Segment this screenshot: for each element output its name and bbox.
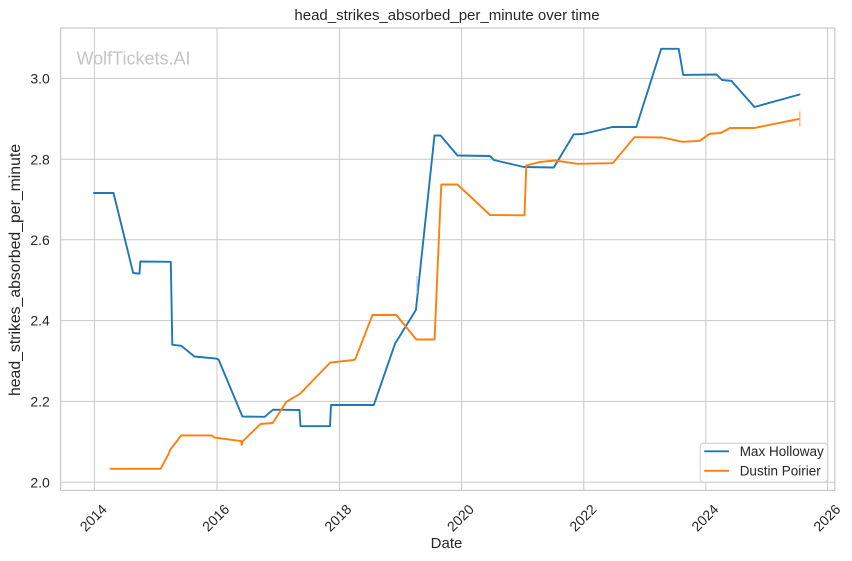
svg-text:Date: Date [431, 535, 463, 552]
svg-text:head_strikes_absorbed_per_minu: head_strikes_absorbed_per_minute over ti… [294, 7, 599, 24]
svg-text:2.8: 2.8 [30, 151, 50, 167]
svg-text:Dustin Poirier: Dustin Poirier [740, 463, 822, 478]
svg-text:Max Holloway: Max Holloway [740, 444, 824, 459]
svg-text:WolfTickets.AI: WolfTickets.AI [77, 49, 191, 69]
svg-text:head_strikes_absorbed_per_minu: head_strikes_absorbed_per_minute [7, 144, 24, 396]
svg-text:3.0: 3.0 [30, 71, 50, 87]
svg-text:2.6: 2.6 [30, 232, 50, 248]
svg-text:2.4: 2.4 [30, 313, 50, 329]
svg-text:2.2: 2.2 [30, 394, 50, 410]
svg-text:2.0: 2.0 [30, 474, 50, 490]
